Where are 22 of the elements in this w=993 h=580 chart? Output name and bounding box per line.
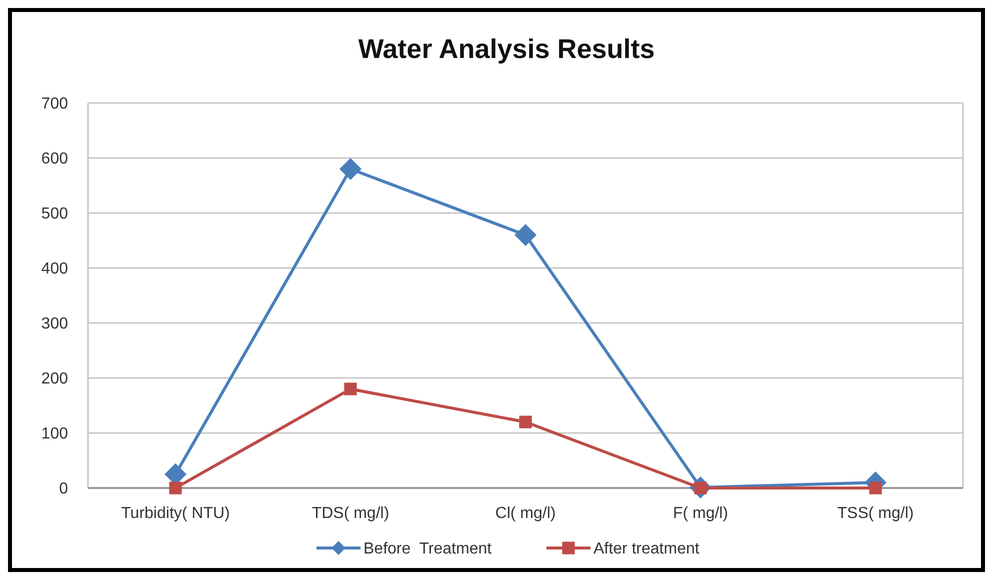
x-tick-label: TDS( mg/l) <box>312 505 390 522</box>
legend-label: Before Treatment <box>364 540 492 558</box>
y-tick-label: 300 <box>41 316 68 333</box>
x-tick-label: TSS( mg/l) <box>837 505 914 522</box>
point <box>514 224 536 246</box>
point <box>344 382 357 396</box>
y-tick-label: 600 <box>41 150 68 168</box>
point <box>169 482 182 494</box>
point <box>519 416 532 428</box>
chart-title: Water Analysis Results <box>358 34 655 64</box>
point <box>869 482 882 494</box>
legend-label: After treatment <box>594 540 700 558</box>
point <box>340 158 362 180</box>
y-tick-label: 0 <box>59 480 68 498</box>
x-tick-label: Turbidity( NTU) <box>121 505 230 522</box>
x-tick-label: Cl( mg/l) <box>495 505 556 522</box>
y-tick-label: 500 <box>41 206 68 223</box>
y-tick-label: 400 <box>41 260 68 278</box>
y-tick-label: 700 <box>41 96 68 113</box>
y-tick-label: 200 <box>41 370 68 388</box>
x-tick-label: F( mg/l) <box>672 505 728 522</box>
y-tick-label: 100 <box>41 426 68 443</box>
